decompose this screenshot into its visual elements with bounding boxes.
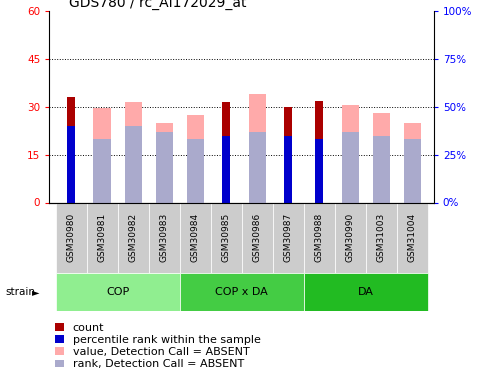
Text: GDS780 / rc_AI172029_at: GDS780 / rc_AI172029_at	[69, 0, 246, 10]
Bar	[373, 136, 389, 202]
Text: GSM30990: GSM30990	[346, 213, 354, 262]
Bar	[242, 202, 273, 273]
Bar	[373, 113, 389, 202]
Bar	[67, 126, 75, 202]
Text: COP x DA: COP x DA	[215, 287, 268, 297]
Text: GSM30980: GSM30980	[67, 213, 75, 262]
Bar	[155, 123, 173, 202]
Bar	[404, 123, 421, 202]
Text: GSM30982: GSM30982	[129, 213, 138, 262]
Bar	[125, 126, 141, 202]
Bar	[94, 140, 110, 202]
Bar	[284, 107, 292, 202]
Bar	[179, 202, 211, 273]
Bar	[94, 108, 110, 202]
Bar	[186, 140, 204, 202]
Bar	[148, 202, 179, 273]
Bar	[211, 202, 242, 273]
Text: GSM30983: GSM30983	[160, 213, 169, 262]
Text: ►: ►	[32, 287, 39, 297]
Legend: count, percentile rank within the sample, value, Detection Call = ABSENT, rank, : count, percentile rank within the sample…	[55, 323, 260, 369]
Bar	[342, 105, 358, 202]
Bar	[155, 132, 173, 203]
Text: GSM30986: GSM30986	[252, 213, 262, 262]
Text: GSM30988: GSM30988	[315, 213, 323, 262]
Bar	[186, 115, 204, 202]
Bar	[404, 140, 421, 202]
Bar	[125, 102, 141, 202]
Bar	[67, 98, 75, 202]
Bar	[117, 202, 148, 273]
Text: GSM30981: GSM30981	[98, 213, 106, 262]
Text: GSM30985: GSM30985	[221, 213, 231, 262]
Bar	[397, 202, 427, 273]
Text: GSM31003: GSM31003	[377, 213, 386, 262]
Bar	[179, 273, 304, 311]
Bar	[273, 202, 304, 273]
Bar	[56, 202, 86, 273]
Bar	[284, 136, 292, 202]
Text: strain: strain	[5, 287, 35, 297]
Bar	[366, 202, 397, 273]
Bar	[86, 202, 117, 273]
Bar	[56, 273, 179, 311]
Bar	[315, 100, 323, 202]
Bar	[304, 273, 427, 311]
Bar	[342, 132, 358, 203]
Bar	[248, 132, 266, 203]
Bar	[222, 102, 230, 202]
Text: DA: DA	[358, 287, 374, 297]
Text: GSM30987: GSM30987	[283, 213, 292, 262]
Text: GSM31004: GSM31004	[408, 213, 417, 262]
Bar	[315, 140, 323, 202]
Text: GSM30984: GSM30984	[191, 213, 200, 262]
Text: COP: COP	[106, 287, 129, 297]
Bar	[248, 94, 266, 202]
Bar	[304, 202, 335, 273]
Bar	[222, 136, 230, 202]
Bar	[335, 202, 366, 273]
